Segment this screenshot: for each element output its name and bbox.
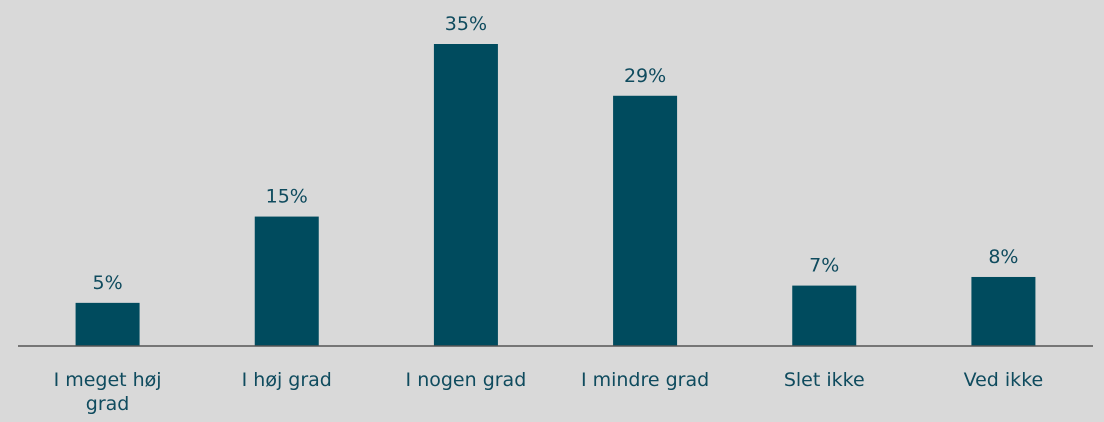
x-tick-label: I meget høj grad (53, 369, 162, 415)
value-label: 5% (93, 272, 123, 294)
value-label: 7% (809, 255, 839, 277)
bar (75, 302, 140, 346)
bar (971, 276, 1036, 346)
value-label: 8% (988, 246, 1018, 268)
value-label: 35% (445, 13, 487, 35)
value-label: 29% (624, 65, 666, 87)
x-tick-label: I høj grad (241, 369, 332, 391)
x-tick-label: I mindre grad (580, 369, 710, 391)
x-tick-label: I nogen grad (405, 369, 527, 391)
bar (433, 44, 498, 346)
value-label: 15% (266, 186, 308, 208)
x-tick-label: Ved ikke (963, 369, 1044, 391)
bar (613, 95, 678, 347)
bar (254, 216, 319, 346)
bar (792, 285, 857, 346)
x-tick-label: Slet ikke (783, 369, 865, 391)
